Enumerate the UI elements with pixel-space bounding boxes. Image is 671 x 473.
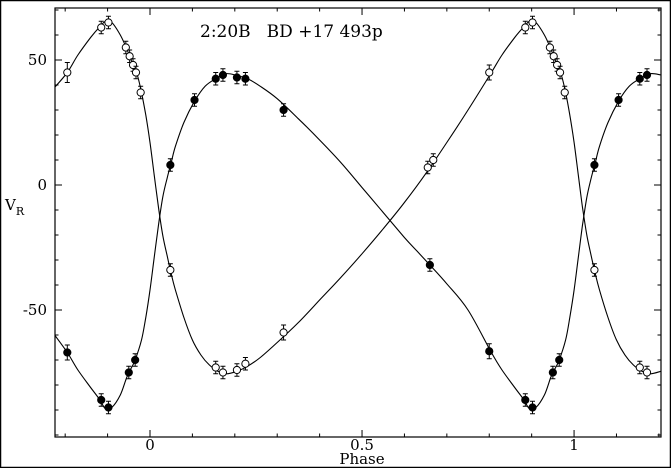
- data-point-open-circle: [429, 155, 438, 165]
- data-point-open-circle: [125, 52, 134, 61]
- chart-title-star: BD +17 493p: [267, 22, 383, 42]
- y-tick-label: -50: [23, 301, 47, 319]
- plot-frame: [54, 7, 662, 438]
- x-tick-label: 0: [145, 436, 155, 454]
- data-point-open-circle: [528, 18, 537, 27]
- data-point-open-circle: [635, 363, 644, 372]
- data-point-open-circle: [131, 68, 141, 77]
- data-point-open-circle: [560, 88, 569, 97]
- data-point-filled-circle: [642, 70, 652, 80]
- data-point-filled-circle: [548, 368, 557, 377]
- data-point-filled-circle: [241, 74, 250, 83]
- series-open-circle: [63, 15, 652, 380]
- data-point-filled-circle: [521, 395, 530, 405]
- data-point-filled-circle: [218, 70, 228, 80]
- x-axis-label: Phase: [339, 450, 384, 468]
- y-axis-label-subscript: R: [16, 205, 25, 218]
- data-point-filled-circle: [232, 73, 242, 82]
- data-point-filled-circle: [279, 105, 288, 115]
- data-point-open-circle: [555, 68, 565, 77]
- data-point-filled-circle: [614, 95, 623, 105]
- data-point-filled-circle: [97, 395, 106, 405]
- data-point-open-circle: [136, 88, 145, 97]
- data-point-open-circle: [232, 365, 242, 375]
- data-point-filled-circle: [425, 260, 434, 270]
- data-point-open-circle: [545, 43, 554, 52]
- data-point-open-circle: [166, 265, 175, 275]
- y-tick-label: 50: [28, 51, 47, 69]
- fit-curve-secondary: [55, 73, 661, 411]
- data-point-open-circle: [485, 68, 494, 77]
- data-point-open-circle: [279, 328, 288, 337]
- data-point-filled-circle: [131, 355, 140, 365]
- series-filled-circle: [63, 68, 652, 415]
- data-point-filled-circle: [63, 348, 72, 357]
- data-point-filled-circle: [528, 403, 537, 412]
- plot-layers: 0 0.5 1 -50 0 50: [23, 7, 662, 454]
- data-point-open-circle: [549, 52, 558, 61]
- data-point-open-circle: [521, 23, 530, 32]
- x-tick-label: 1: [569, 436, 579, 454]
- data-point-filled-circle: [485, 347, 494, 356]
- data-point-filled-circle: [104, 403, 113, 412]
- data-point-open-circle: [218, 368, 228, 377]
- data-point-open-circle: [63, 68, 72, 77]
- y-axis-label: VR: [4, 196, 25, 218]
- data-point-open-circle: [241, 359, 250, 368]
- data-point-open-circle: [121, 43, 130, 52]
- data-point-filled-circle: [190, 95, 199, 105]
- data-point-open-circle: [642, 368, 652, 377]
- data-point-open-circle: [553, 60, 562, 70]
- y-tick-label: 0: [37, 176, 47, 194]
- data-point-filled-circle: [555, 355, 564, 365]
- data-point-open-circle: [211, 363, 220, 372]
- chart-title-object: 2:20B: [200, 22, 251, 42]
- data-point-open-circle: [104, 18, 113, 27]
- data-point-open-circle: [590, 265, 599, 275]
- data-point-filled-circle: [124, 368, 133, 377]
- data-point-filled-circle: [211, 74, 220, 83]
- chart-title: 2:20B BD +17 493p: [200, 22, 383, 42]
- data-point-filled-circle: [635, 74, 644, 83]
- data-point-filled-circle: [590, 160, 599, 170]
- y-axis-label-main: V: [4, 196, 17, 214]
- data-point-open-circle: [128, 60, 138, 70]
- data-point-filled-circle: [166, 160, 175, 170]
- data-point-open-circle: [97, 23, 106, 32]
- x-tick-label: 0.5: [350, 436, 374, 454]
- data-point-open-circle: [423, 163, 432, 172]
